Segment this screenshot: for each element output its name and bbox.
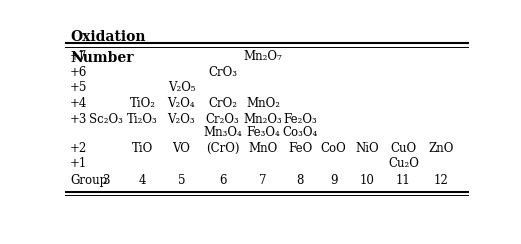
Text: VO: VO (172, 142, 190, 154)
Text: 12: 12 (433, 174, 448, 187)
Text: MnO₂: MnO₂ (246, 97, 280, 110)
Text: +1: +1 (70, 157, 87, 170)
Text: V₂O₅: V₂O₅ (168, 81, 195, 94)
Text: Fe₂O₃: Fe₂O₃ (283, 112, 317, 126)
Text: 5: 5 (178, 174, 185, 187)
Text: Group: Group (70, 174, 107, 187)
Text: Cr₂O₃: Cr₂O₃ (206, 112, 240, 126)
Text: CuO: CuO (390, 142, 417, 154)
Text: +4: +4 (70, 97, 88, 110)
Text: 11: 11 (396, 174, 411, 187)
Text: +6: +6 (70, 66, 88, 79)
Text: CrO₂: CrO₂ (208, 97, 237, 110)
Text: 9: 9 (330, 174, 338, 187)
Text: 8: 8 (296, 174, 304, 187)
Text: Fe₃O₄: Fe₃O₄ (246, 126, 280, 139)
Text: Mn₂O₇: Mn₂O₇ (244, 50, 282, 63)
Text: Cu₂O: Cu₂O (388, 157, 419, 170)
Text: 4: 4 (139, 174, 146, 187)
Text: FeO: FeO (288, 142, 312, 154)
Text: (CrO): (CrO) (206, 142, 239, 154)
Text: 6: 6 (219, 174, 226, 187)
Text: V₂O₄: V₂O₄ (168, 97, 195, 110)
Text: +2: +2 (70, 142, 87, 154)
Text: Co₃O₄: Co₃O₄ (282, 126, 318, 139)
Text: ZnO: ZnO (428, 142, 453, 154)
Text: CrO₃: CrO₃ (208, 66, 237, 79)
Text: 10: 10 (359, 174, 375, 187)
Text: Number: Number (70, 51, 133, 65)
Text: Mn₂O₃: Mn₂O₃ (244, 112, 282, 126)
Text: TiO: TiO (132, 142, 153, 154)
Text: 7: 7 (259, 174, 267, 187)
Text: Ti₂O₃: Ti₂O₃ (127, 112, 158, 126)
Text: Mn₃O₄: Mn₃O₄ (203, 126, 242, 139)
Text: V₂O₃: V₂O₃ (168, 112, 195, 126)
Text: +7: +7 (70, 50, 88, 63)
Text: 3: 3 (102, 174, 109, 187)
Text: +3: +3 (70, 112, 88, 126)
Text: NiO: NiO (355, 142, 379, 154)
Text: MnO: MnO (249, 142, 278, 154)
Text: Sc₂O₃: Sc₂O₃ (89, 112, 122, 126)
Text: +5: +5 (70, 81, 88, 94)
Text: TiO₂: TiO₂ (130, 97, 156, 110)
Text: Oxidation: Oxidation (70, 30, 145, 44)
Text: CoO: CoO (321, 142, 346, 154)
